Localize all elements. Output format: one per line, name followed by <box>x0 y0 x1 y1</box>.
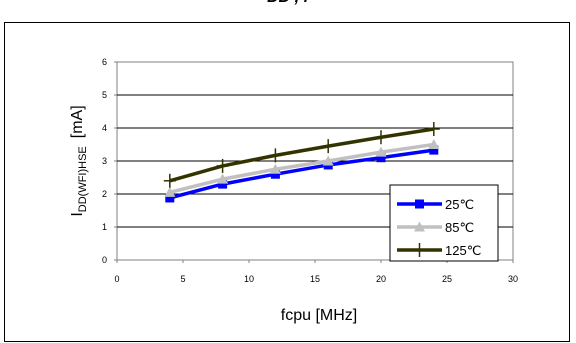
y-tick-label: 1 <box>102 222 107 232</box>
series-line-3 <box>169 127 435 183</box>
x-tick-label: 15 <box>310 274 320 284</box>
line-chart: 0 1 2 3 4 5 6 0 5 10 15 20 25 30 fcpu [MHz] IDD(WFI)… <box>69 57 518 324</box>
data-point <box>163 173 176 188</box>
y-tick-label: 5 <box>102 90 107 100</box>
data-point <box>375 146 387 157</box>
data-point <box>218 179 228 189</box>
data-point <box>269 163 281 174</box>
series-line-1 <box>169 148 435 200</box>
x-tick-labels: 0 5 10 15 20 25 30 <box>114 260 518 284</box>
y-tick-label: 3 <box>102 156 107 166</box>
x-tick-label: 20 <box>376 274 386 284</box>
legend-marker <box>415 199 424 209</box>
data-point <box>376 153 386 163</box>
y-tick-label: 4 <box>102 123 107 133</box>
chart-title-fragment: DD , f <box>0 0 576 9</box>
data-point <box>322 155 334 166</box>
y-axis-title: IDD(WFI)HSE [mA] <box>69 105 89 216</box>
x-tick-label: 25 <box>442 274 452 284</box>
x-tick-label: 30 <box>508 274 518 284</box>
y-tick-label: 2 <box>102 189 107 199</box>
series-line-2 <box>169 142 435 195</box>
y-tick-label: 0 <box>102 255 107 265</box>
data-point <box>322 139 335 154</box>
y-tick-label: 6 <box>102 57 107 67</box>
y-axis-title-subscript: DD(WFI)HSE <box>77 146 89 212</box>
x-tick-label: 10 <box>244 274 254 284</box>
data-point <box>269 148 282 163</box>
x-tick-label: 5 <box>180 274 185 284</box>
data-point <box>427 121 440 136</box>
data-point <box>270 169 280 179</box>
data-point <box>375 130 387 145</box>
y-axis-title-main: I <box>69 212 86 216</box>
legend-label: 25℃ <box>445 197 474 212</box>
data-point <box>165 193 175 203</box>
data-point <box>428 139 440 149</box>
data-point <box>217 173 229 184</box>
legend-label: 125℃ <box>445 243 481 258</box>
data-point <box>429 145 439 155</box>
y-tick-labels: 0 1 2 3 4 5 6 <box>102 57 117 265</box>
data-point <box>164 186 176 197</box>
x-tick-label: 0 <box>114 274 119 284</box>
legend-label: 85℃ <box>445 220 474 235</box>
y-axis-title-unit: [mA] <box>69 105 86 138</box>
legend: 25℃ 85℃ 125℃ <box>389 184 499 262</box>
series-group <box>163 121 440 203</box>
legend-marker <box>414 221 425 232</box>
legend-marker <box>413 243 426 257</box>
chart-frame: 0 1 2 3 4 5 6 0 5 10 15 20 25 30 fcpu [MHz] IDD(WFI)… <box>4 22 570 342</box>
x-axis-title: fcpu [MHz] <box>281 307 357 324</box>
data-point <box>216 158 229 173</box>
